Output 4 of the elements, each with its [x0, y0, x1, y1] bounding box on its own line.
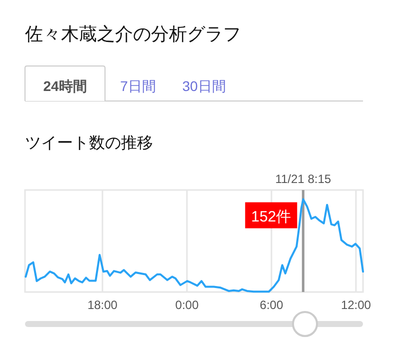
title: 佐々木蔵之介の分析グラフ [25, 24, 241, 44]
subtitle: ツイート数の推移 [25, 135, 153, 152]
annotation: 152件 [251, 208, 292, 226]
tabs: 24時間 7日間 30日間 [24, 66, 364, 102]
